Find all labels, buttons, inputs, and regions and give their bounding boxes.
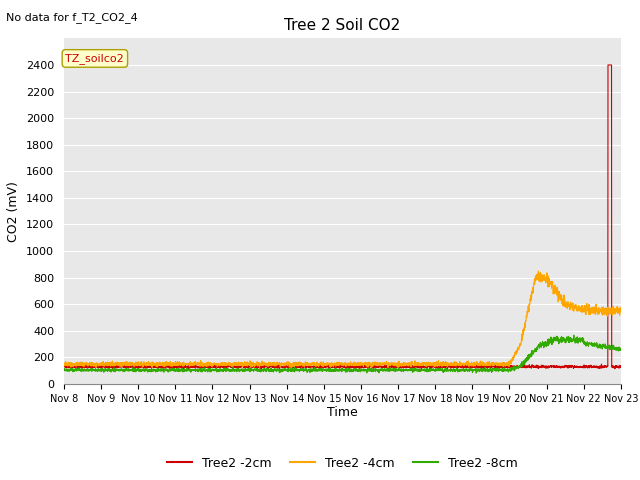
Legend: Tree2 -2cm, Tree2 -4cm, Tree2 -8cm: Tree2 -2cm, Tree2 -4cm, Tree2 -8cm bbox=[162, 452, 523, 475]
Y-axis label: CO2 (mV): CO2 (mV) bbox=[8, 181, 20, 241]
Text: TZ_soilco2: TZ_soilco2 bbox=[65, 53, 124, 64]
Text: No data for f_T2_CO2_4: No data for f_T2_CO2_4 bbox=[6, 12, 138, 23]
X-axis label: Time: Time bbox=[327, 407, 358, 420]
Title: Tree 2 Soil CO2: Tree 2 Soil CO2 bbox=[284, 18, 401, 33]
